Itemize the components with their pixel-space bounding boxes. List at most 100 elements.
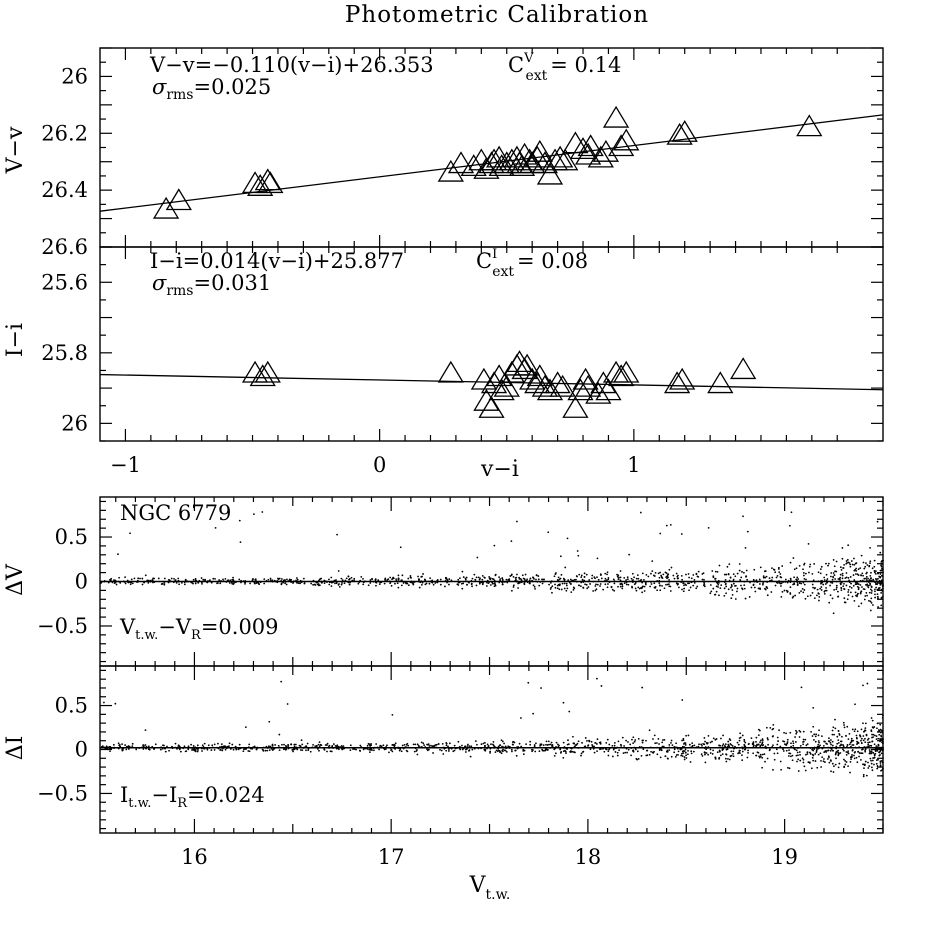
panel-ii-frame [99,246,884,442]
dv-data-point [436,579,439,582]
di-data-point [879,747,881,750]
di-data-point [382,747,385,750]
dv-data-point [575,578,577,581]
di-data-point [642,748,645,751]
di-data-point [862,775,865,778]
dv-data-point [280,580,283,582]
di-data-point [203,742,206,745]
di-data-point [197,749,199,751]
dv-data-point [802,574,805,577]
dv-data-point [493,579,496,582]
di-data-point [466,745,469,747]
di-data-point [461,744,463,747]
dv-data-point [444,576,447,579]
dv-data-point [566,587,569,590]
di-data-point [135,747,138,750]
dv-data-point [581,580,584,583]
dv-data-point [843,582,845,585]
dv-data-point [170,577,173,580]
di-data-point [658,749,661,752]
dv-data-point [717,586,719,588]
di-data-point [525,743,527,746]
dv-data-point [338,585,341,588]
di-data-point [640,746,643,749]
dv-data-point [870,597,873,600]
dv-data-point [323,579,326,582]
dv-data-point [672,574,675,577]
di-data-point [114,702,117,705]
dv-data-point [875,570,877,573]
di-data-point [324,744,327,746]
di-data-point [112,743,115,746]
di-data-point [854,728,857,731]
dv-data-point [558,588,561,591]
dv-data-point [139,577,141,580]
di-data-point [732,755,735,758]
dv-data-point [412,582,415,585]
dv-data-point [312,583,315,586]
di-data-point [253,745,256,748]
dv-data-point [707,526,710,529]
dv-data-point [874,590,876,593]
vi-x-axis-label: v−i [480,457,519,482]
di-data-point [242,750,245,753]
dv-data-point [282,581,285,584]
dv-data-point [278,577,281,580]
di-data-point [652,738,654,740]
dv-data-point [131,582,134,585]
di-data-point [881,774,883,777]
dv-data-point [180,582,183,584]
di-data-point [402,747,405,750]
di-data-point [468,745,471,748]
di-data-point [301,749,304,752]
vtw-x-tick-label: 17 [378,845,405,869]
dv-data-point [404,581,407,584]
di-data-point [739,732,742,735]
di-data-point [779,745,782,748]
dv-data-point [855,567,858,570]
di-data-point [278,733,281,736]
dv-data-point [841,574,844,577]
vv-data-triangle [608,134,635,157]
dv-data-point [870,601,873,604]
di-data-point [767,738,769,741]
di-data-point [879,740,881,743]
di-data-point [872,733,875,736]
di-data-point [510,748,513,751]
di-data-point [658,746,661,749]
dv-data-point [749,581,751,584]
di-data-point [649,746,652,749]
dv-data-point [643,579,645,581]
di-data-point [545,740,548,743]
dv-data-point [778,580,780,582]
dv-data-point [863,588,866,591]
di-data-point [862,722,864,725]
dv-data-point [640,587,643,590]
di-data-point [630,747,633,750]
di-data-point [300,739,303,742]
dv-data-point [445,578,448,580]
di-data-point [138,747,141,749]
dv-data-point [564,566,567,569]
dv-data-point [668,581,671,583]
ii-y-tick-label: 25.6 [41,270,88,294]
di-data-point [572,735,574,738]
vv-data-triangle [666,122,693,145]
dv-data-point [269,577,272,580]
di-data-point [542,749,545,752]
vtw-x-tick-label: 18 [575,845,602,869]
dv-data-point [853,557,855,560]
di-data-point [830,743,832,746]
dv-data-point [560,588,563,591]
vv-ext-sub: ext [525,68,547,84]
dv-data-point [842,567,845,569]
dv-data-point [133,577,136,580]
dv-data-point [695,587,698,590]
di-data-point [764,745,767,748]
dv-data-point [861,586,863,588]
dv-data-point [328,578,330,581]
di-data-point [683,758,686,761]
dv-data-point [597,578,600,581]
di-data-point [142,748,145,750]
di-data-point [677,750,680,753]
